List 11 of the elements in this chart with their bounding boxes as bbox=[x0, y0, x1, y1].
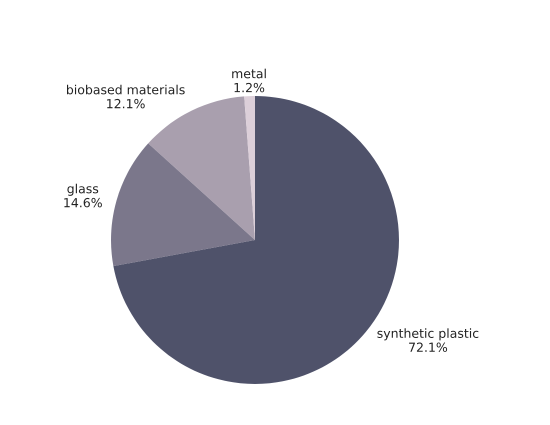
slice-label: synthetic plastic bbox=[377, 328, 478, 340]
slice-label: metal bbox=[232, 68, 266, 78]
pie-slice bbox=[148, 96, 255, 240]
data-label: 72.1% bbox=[409, 342, 448, 352]
pie-slice bbox=[244, 96, 255, 240]
slice-label: biobased materials bbox=[67, 84, 185, 94]
slice-label: glass bbox=[67, 184, 98, 196]
pie-slice bbox=[111, 143, 255, 266]
data-label: 12.1% bbox=[107, 98, 145, 108]
data-label: 1.2% bbox=[234, 82, 264, 92]
data-label: 14.6% bbox=[64, 198, 102, 208]
